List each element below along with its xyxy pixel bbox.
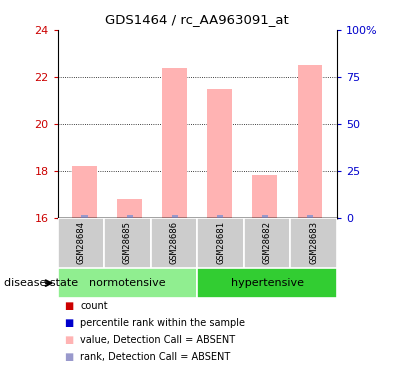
Bar	[244, 217, 291, 268]
Bar	[58, 217, 104, 268]
Text: ■: ■	[64, 352, 73, 362]
Bar	[197, 217, 244, 268]
Text: GSM28685: GSM28685	[123, 221, 132, 264]
Bar	[72, 166, 97, 218]
Text: count: count	[80, 301, 108, 310]
Bar	[252, 176, 277, 217]
Text: value, Detection Call = ABSENT: value, Detection Call = ABSENT	[80, 335, 235, 345]
Bar	[81, 214, 88, 217]
Text: hypertensive: hypertensive	[231, 278, 304, 288]
Bar	[162, 68, 187, 218]
Bar	[151, 217, 197, 268]
Text: GSM28683: GSM28683	[309, 221, 318, 264]
Text: GSM28686: GSM28686	[169, 221, 178, 264]
Text: percentile rank within the sample: percentile rank within the sample	[80, 318, 245, 328]
Bar	[127, 214, 133, 217]
Bar	[291, 217, 337, 268]
Bar	[197, 268, 337, 298]
Bar	[104, 217, 151, 268]
Text: ■: ■	[64, 335, 73, 345]
Title: GDS1464 / rc_AA963091_at: GDS1464 / rc_AA963091_at	[105, 13, 289, 26]
Bar	[307, 214, 313, 217]
Bar	[262, 214, 268, 217]
Bar	[208, 88, 232, 218]
Text: ■: ■	[64, 301, 73, 310]
Text: rank, Detection Call = ABSENT: rank, Detection Call = ABSENT	[80, 352, 231, 362]
Bar	[217, 214, 223, 217]
Bar	[172, 214, 178, 217]
Text: GSM28684: GSM28684	[76, 221, 85, 264]
Text: normotensive: normotensive	[89, 278, 166, 288]
Text: GSM28681: GSM28681	[216, 221, 225, 264]
Text: disease state: disease state	[4, 278, 78, 288]
Bar	[298, 65, 322, 218]
Bar	[58, 268, 197, 298]
Bar	[117, 199, 142, 217]
Text: ■: ■	[64, 318, 73, 328]
Text: GSM28682: GSM28682	[263, 221, 272, 264]
